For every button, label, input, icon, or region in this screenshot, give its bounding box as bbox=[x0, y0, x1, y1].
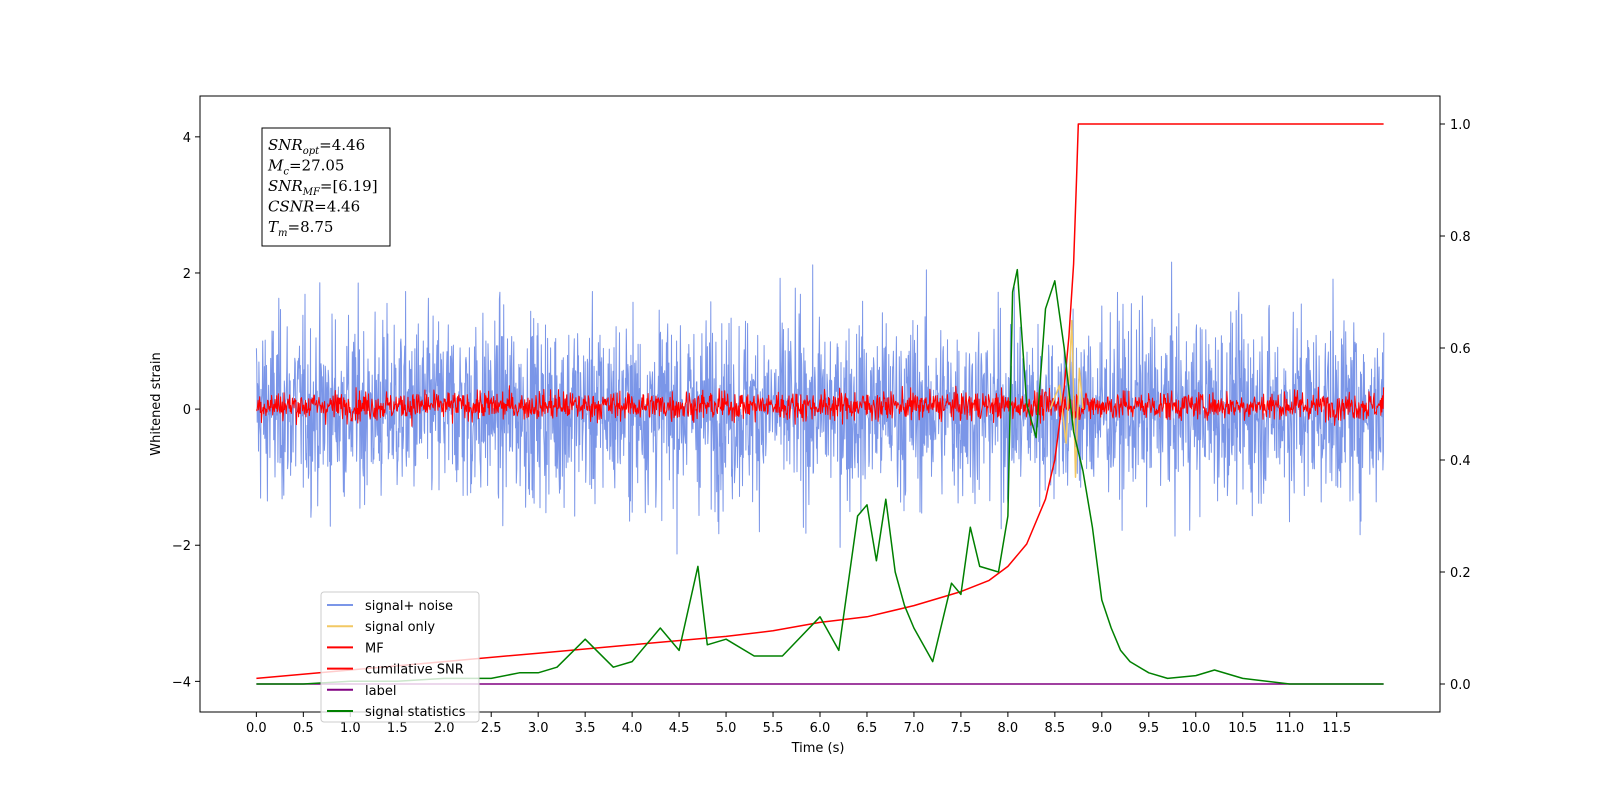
y2-tick-label: 0.8 bbox=[1450, 230, 1471, 245]
x-axis-label: Time (s) bbox=[791, 741, 845, 756]
x-tick-label: 1.5 bbox=[387, 721, 408, 736]
y2-tick-label: 0.0 bbox=[1450, 678, 1471, 693]
x-tick-label: 3.0 bbox=[528, 721, 549, 736]
x-tick-label: 2.0 bbox=[434, 721, 455, 736]
x-tick-label: 11.0 bbox=[1275, 721, 1304, 736]
series-line-signal-noise bbox=[255, 261, 1385, 555]
y-tick-label: 0 bbox=[183, 403, 191, 418]
x-tick-label: 11.5 bbox=[1322, 721, 1351, 736]
series-line-mf bbox=[255, 385, 1385, 427]
x-tick-label: 8.5 bbox=[1045, 721, 1066, 736]
x-tick-label: 8.0 bbox=[998, 721, 1019, 736]
y-tick-label: 4 bbox=[183, 131, 191, 146]
x-tick-label: 9.0 bbox=[1091, 721, 1112, 736]
x-tick-label: 0.5 bbox=[293, 721, 314, 736]
x-tick-label: 10.0 bbox=[1181, 721, 1210, 736]
series-line-signal-only bbox=[1049, 319, 1084, 478]
x-tick-label: 3.5 bbox=[575, 721, 596, 736]
x-tick-label: 5.5 bbox=[763, 721, 784, 736]
x-tick-label: 7.5 bbox=[951, 721, 972, 736]
y2-tick-label: 0.6 bbox=[1450, 342, 1471, 357]
legend-label-cumilative-snr: cumilative SNR bbox=[365, 663, 464, 678]
stats-annotation-box: SNRopt=4.46Mc=27.05SNRMF=[6.19]CSNR=4.46… bbox=[261, 127, 391, 247]
series-line-signal-statistics bbox=[256, 268, 1384, 685]
y-tick-label: −4 bbox=[172, 675, 191, 690]
legend: signal+ noise signal only MF cumilative SNR… bbox=[320, 591, 480, 723]
x-tick-label: 10.5 bbox=[1228, 721, 1257, 736]
x-tick-label: 4.5 bbox=[669, 721, 690, 736]
x-tick-label: 6.0 bbox=[810, 721, 831, 736]
legend-label-signal-only: signal only bbox=[365, 620, 435, 635]
x-tick-label: 1.0 bbox=[340, 721, 361, 736]
x-tick-label: 4.0 bbox=[622, 721, 643, 736]
annotation-line: Mc=27.05 bbox=[267, 157, 344, 178]
legend-label-mf: MF bbox=[365, 641, 384, 656]
annotation-line: SNRopt=4.46 bbox=[268, 136, 365, 157]
legend-label-label: label bbox=[365, 684, 396, 699]
y-tick-label: 2 bbox=[183, 267, 191, 282]
x-tick-label: 5.0 bbox=[716, 721, 737, 736]
x-tick-label: 7.0 bbox=[904, 721, 925, 736]
legend-label-signal-noise: signal+ noise bbox=[365, 599, 453, 614]
annotation-line: Tm=8.75 bbox=[268, 218, 333, 239]
x-tick-label: 6.5 bbox=[857, 721, 878, 736]
x-tick-label: 2.5 bbox=[481, 721, 502, 736]
y-axis-label: Whitened strain bbox=[149, 352, 164, 455]
x-tick-label: 9.5 bbox=[1138, 721, 1159, 736]
axis-ticks: 0.0 0.5 1.0 1.5 2.0 2.5 3.0 3.5 4.0 4.5 5.0 5.5 6.0 6… bbox=[172, 118, 1471, 736]
legend-label-signal-statistics: signal statistics bbox=[365, 705, 466, 720]
y-tick-label: −2 bbox=[172, 539, 191, 554]
y2-tick-label: 1.0 bbox=[1450, 118, 1471, 133]
annotation-frame bbox=[261, 127, 391, 247]
annotation-line: CSNR=4.46 bbox=[268, 198, 360, 216]
y2-tick-label: 0.4 bbox=[1450, 454, 1471, 469]
x-tick-label: 0.0 bbox=[246, 721, 267, 736]
annotation-line: SNRMF=[6.19] bbox=[268, 177, 378, 198]
series-line-cumilative-snr bbox=[256, 123, 1384, 680]
y2-tick-label: 0.2 bbox=[1450, 566, 1471, 581]
legend-frame bbox=[320, 591, 480, 723]
